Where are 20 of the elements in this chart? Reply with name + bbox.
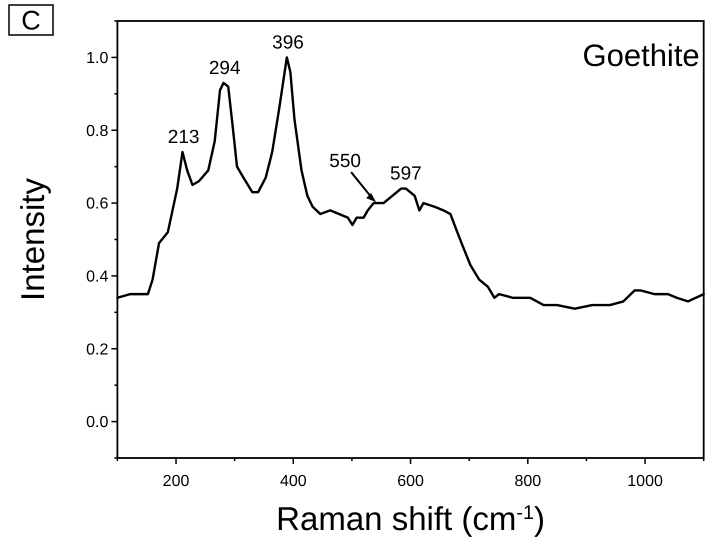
x-axis-title: Raman shift (cm$^{-1}$) [276, 500, 545, 537]
y-tick-label: 0.2 [86, 341, 108, 358]
x-tick-label: 800 [514, 473, 542, 490]
x-tick-label: 1000 [627, 473, 663, 490]
annotation: 597 [390, 164, 422, 185]
y-tick-label: 0.6 [86, 196, 108, 213]
annotation: 294 [208, 58, 241, 79]
y-tick-label: 0.4 [86, 268, 108, 286]
y-axis-title: Intensity [14, 178, 51, 301]
x-tick-label: 400 [280, 473, 307, 490]
x-tick-label: 600 [397, 473, 424, 490]
text: C [21, 5, 41, 36]
annotation: 213 [168, 127, 200, 148]
annotation: 550 [329, 151, 361, 172]
y-tick-label: 0.8 [86, 122, 108, 140]
y-tick-label: 1.0 [86, 50, 108, 68]
annotation: 396 [272, 32, 304, 54]
x-tick-label: 200 [162, 473, 190, 490]
y-tick-label: 0.0 [86, 414, 108, 432]
text: Goethite [582, 38, 700, 73]
